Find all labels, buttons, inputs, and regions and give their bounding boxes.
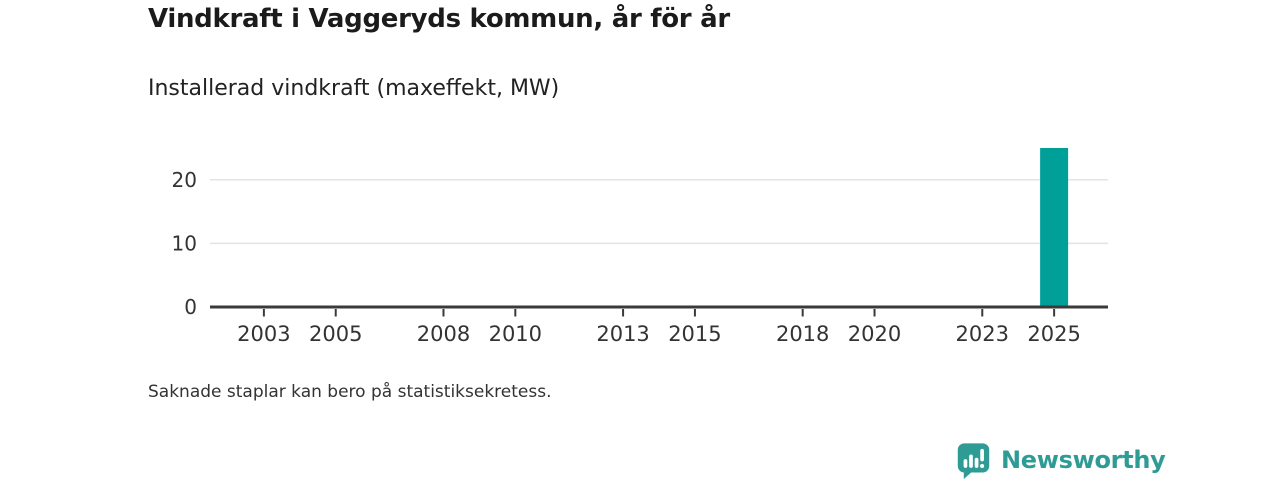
footnote: Saknade staplar kan bero på statistiksek…	[148, 382, 552, 402]
y-tick-label-20: 20	[172, 168, 197, 192]
bars	[1040, 148, 1069, 307]
x-tick-label-2008: 2008	[417, 322, 470, 346]
newsworthy-speech-bubble-bar-chart-icon	[957, 443, 990, 479]
x-tick-labels: 2003 2005 2008 2010 2013 2015 2018 2020 2023 2025	[237, 322, 1081, 346]
x-ticks	[262, 309, 1056, 317]
chart-subtitle: Installerad vindkraft (maxeffekt, MW)	[148, 76, 560, 101]
y-tick-label-0: 0	[184, 295, 197, 319]
x-tick-label-2018: 2018	[776, 322, 829, 346]
x-tick-label-2003: 2003	[237, 322, 290, 346]
newsworthy-logo-text: Newsworthy	[1001, 446, 1166, 474]
x-tick-label-2025: 2025	[1027, 322, 1080, 346]
x-tick-label-2005: 2005	[309, 322, 362, 346]
bar-2025	[1040, 148, 1069, 307]
chart-title: Vindkraft i Vaggeryds kommun, år för år	[148, 4, 730, 34]
x-tick-label-2013: 2013	[596, 322, 649, 346]
x-tick-label-2015: 2015	[668, 322, 721, 346]
newsworthy-logo: Newsworthy	[955, 441, 1166, 479]
x-tick-label-2010: 2010	[489, 322, 542, 346]
y-tick-label-10: 10	[172, 231, 197, 255]
y-axis-labels: 0 10 20	[172, 168, 197, 319]
x-tick-label-2023: 2023	[956, 322, 1009, 346]
y-gridlines	[210, 179, 1108, 245]
x-tick-label-2020: 2020	[848, 322, 901, 346]
